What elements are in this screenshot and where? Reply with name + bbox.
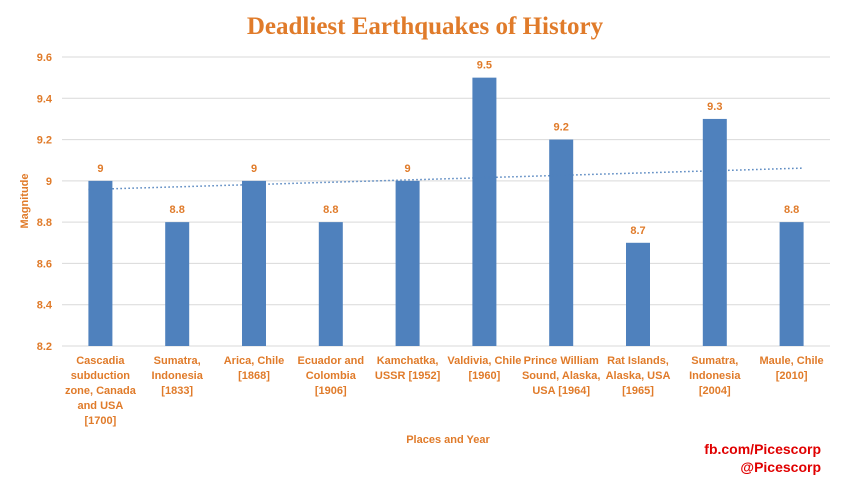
y-tick-label: 8.4	[37, 300, 53, 312]
x-tick-label: Kamchatka, USSR [1952]	[375, 355, 441, 382]
x-tick-label: Rat Islands, Alaska, USA [1965]	[606, 355, 671, 397]
bar	[779, 222, 804, 346]
bar	[165, 222, 190, 346]
data-label: 9	[97, 163, 103, 175]
data-label: 8.8	[323, 204, 338, 216]
y-tick-label: 9.6	[37, 52, 52, 64]
x-tick-label-line: Maule, Chile	[760, 355, 824, 367]
x-tick-label-line: Ecuador and	[297, 355, 364, 367]
y-tick-label: 9.4	[37, 93, 53, 105]
y-axis-title: Magnitude	[19, 174, 31, 229]
x-tick-label: Sumatra, Indonesia [2004]	[689, 355, 741, 397]
data-labels: 9 8.8 9 8.8 9 9.5 9.2 8.7 9.3 8.8	[97, 60, 799, 237]
x-tick-label-line: Sound, Alaska,	[522, 370, 600, 382]
y-tick-label: 8.8	[37, 217, 52, 229]
data-label: 8.7	[630, 225, 645, 237]
x-tick-label-line: Colombia	[306, 370, 357, 382]
bar	[702, 118, 727, 346]
x-tick-label-line: [1868]	[238, 370, 270, 382]
bars	[88, 77, 804, 347]
x-tick-label-line: [2004]	[699, 385, 731, 397]
x-tick-label-line: [1960]	[469, 370, 501, 382]
bar	[549, 139, 574, 346]
data-label: 9.2	[554, 122, 569, 134]
x-tick-label-line: Cascadia	[76, 355, 125, 367]
trendline-path	[88, 167, 804, 191]
x-tick-label-line: [1906]	[315, 385, 347, 397]
x-tick-label-line: subduction	[71, 370, 131, 382]
bar	[88, 180, 113, 346]
x-tick-label-line: and USA	[77, 400, 123, 412]
x-tick-label-line: Arica, Chile	[224, 355, 285, 367]
x-tick-label-line: Indonesia	[689, 370, 741, 382]
bar	[626, 242, 650, 346]
trendline	[88, 167, 804, 191]
data-label: 9.3	[707, 101, 722, 113]
x-axis-title: Places and Year	[406, 434, 490, 446]
x-tick-label-line: [2010]	[776, 370, 808, 382]
x-tick-label-line: Alaska, USA	[606, 370, 671, 382]
x-tick-label-line: Valdivia, Chile	[447, 355, 521, 367]
x-tick-label-line: zone, Canada	[65, 385, 137, 397]
x-tick-label-line: USA [1964]	[532, 385, 590, 397]
x-tick-label: Cascadia subduction zone, Canada and USA [17…	[65, 355, 137, 427]
data-label: 8.8	[784, 204, 799, 216]
x-tick-label-line: Sumatra,	[691, 355, 738, 367]
y-tick-label: 8.2	[37, 341, 52, 353]
data-label: 9	[405, 163, 411, 175]
x-tick-label-line: [1700]	[85, 415, 117, 427]
x-tick-label-line: Indonesia	[152, 370, 204, 382]
x-tick-label: Arica, Chile [1868]	[224, 355, 285, 382]
data-label: 8.8	[170, 204, 185, 216]
bar	[472, 77, 497, 347]
x-tick-label: Ecuador and Colombia [1906]	[297, 355, 364, 397]
credit-facebook: fb.com/Picescorp	[704, 441, 821, 457]
y-axis-ticks: 8.2 8.4 8.6 8.8 9 9.2 9.4 9.6	[37, 52, 53, 353]
y-tick-label: 9	[46, 176, 52, 188]
x-axis-ticks: Cascadia subduction zone, Canada and USA [17…	[65, 355, 824, 427]
chart-title: Deadliest Earthquakes of History	[247, 13, 604, 40]
data-label: 9.5	[477, 60, 492, 72]
data-label: 9	[251, 163, 257, 175]
x-tick-label: Prince William Sound, Alaska, USA [1964]	[522, 355, 600, 397]
credit-handle: @Picescorp	[740, 459, 821, 475]
x-tick-label-line: Rat Islands,	[607, 355, 669, 367]
x-tick-label: Maule, Chile [2010]	[760, 355, 824, 382]
x-tick-label-line: Kamchatka,	[377, 355, 439, 367]
x-tick-label: Sumatra, Indonesia [1833]	[152, 355, 204, 397]
x-tick-label-line: [1965]	[622, 385, 654, 397]
gridlines	[62, 56, 830, 347]
x-tick-label-line: USSR [1952]	[375, 370, 441, 382]
x-tick-label: Valdivia, Chile [1960]	[447, 355, 521, 382]
x-tick-label-line: [1833]	[161, 385, 193, 397]
y-tick-label: 8.6	[37, 258, 52, 270]
x-tick-label-line: Sumatra,	[154, 355, 201, 367]
y-tick-label: 9.2	[37, 135, 52, 147]
x-tick-label-line: Prince William	[524, 355, 599, 367]
bar	[242, 180, 266, 346]
bar	[395, 180, 420, 346]
bar	[318, 222, 343, 346]
